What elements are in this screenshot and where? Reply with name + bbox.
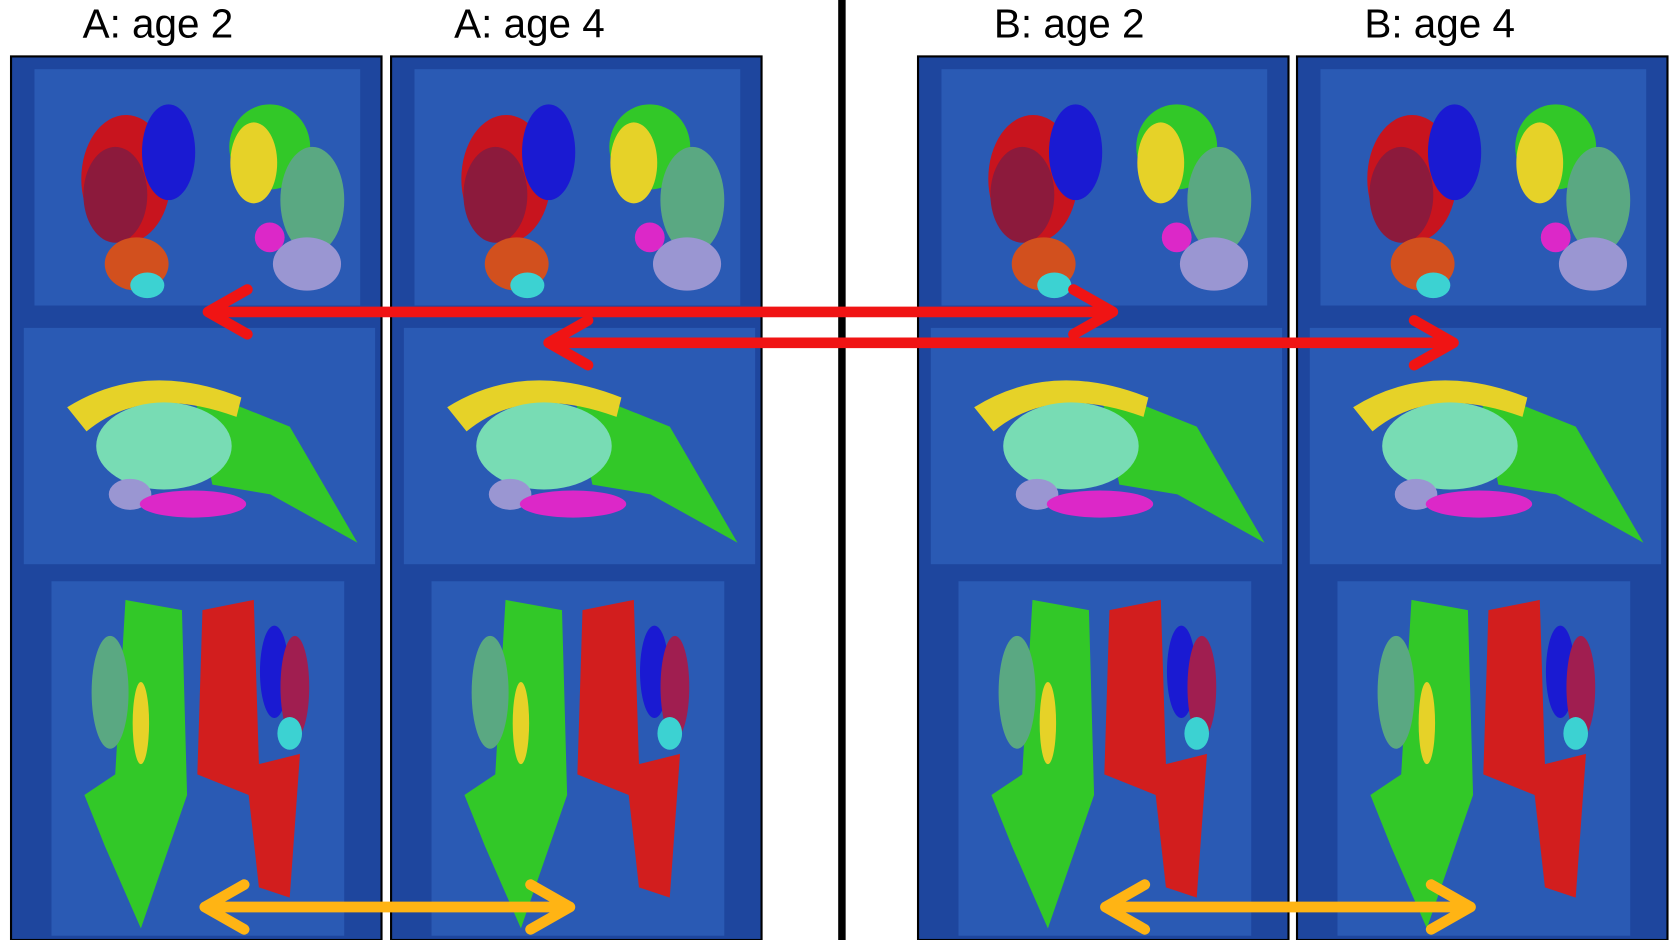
figure: A: age 2 A: age 4 B: age 2 B: age 4 — [0, 0, 1670, 940]
panel — [391, 56, 761, 940]
page: {"panels": [{"label": "A: age 2"}, {"lab… — [0, 0, 1670, 940]
panel — [11, 56, 381, 940]
divider — [838, 0, 845, 940]
panel-label: B: age 4 — [1364, 0, 1515, 46]
panel-label: B: age 2 — [994, 0, 1145, 46]
panel — [1297, 56, 1667, 940]
panel-label: A: age 4 — [454, 0, 605, 46]
panel — [918, 56, 1288, 940]
panel-label: A: age 2 — [83, 0, 234, 46]
